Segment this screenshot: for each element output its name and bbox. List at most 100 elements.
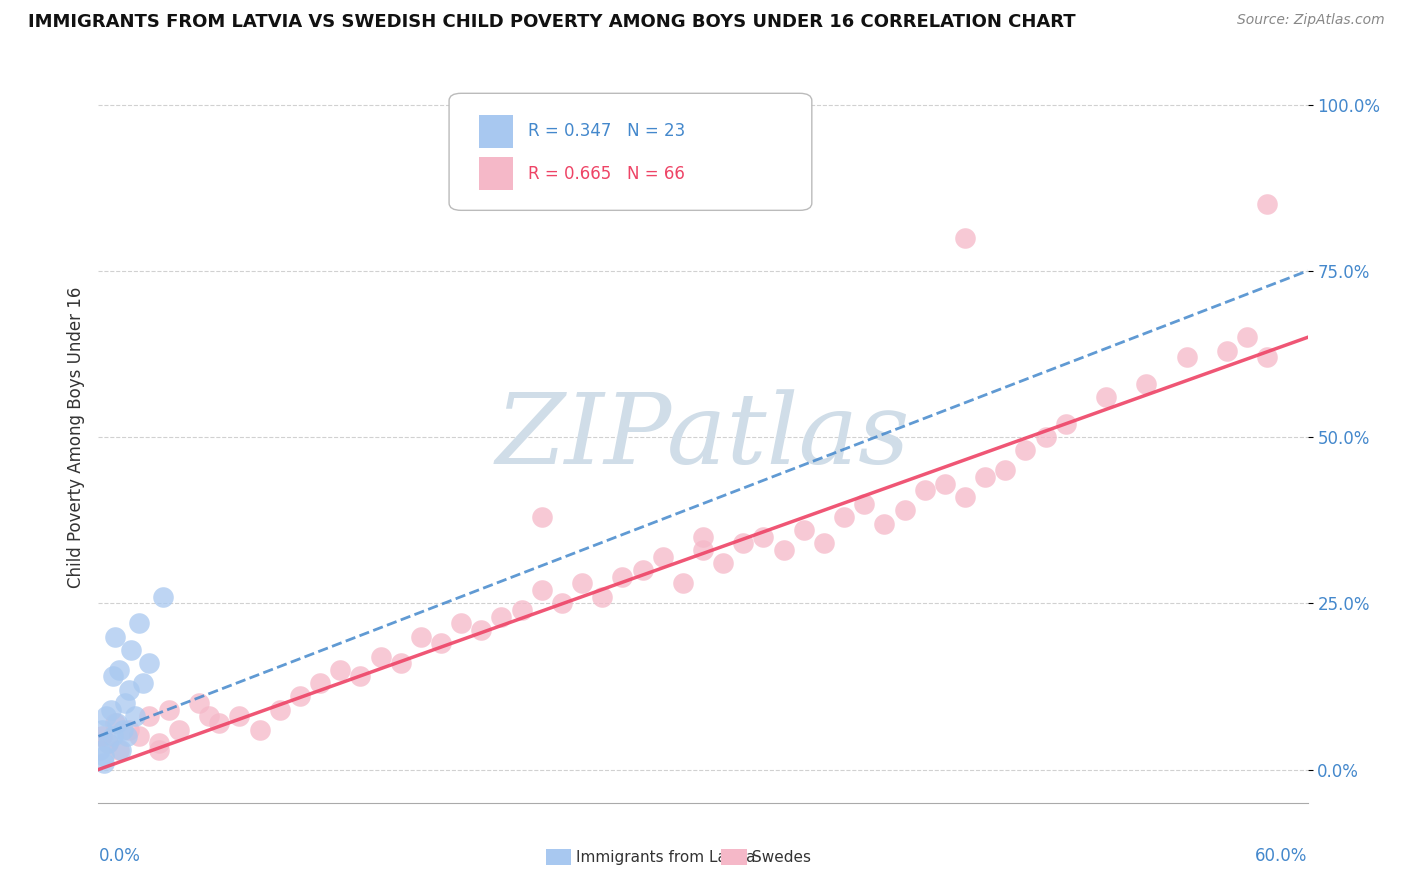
Point	[309, 676, 332, 690]
Point	[124, 709, 146, 723]
Point	[450, 616, 472, 631]
Text: IMMIGRANTS FROM LATVIA VS SWEDISH CHILD POVERTY AMONG BOYS UNDER 16 CORRELATION : IMMIGRANTS FROM LATVIA VS SWEDISH CHILD …	[28, 13, 1076, 31]
Point	[1014, 443, 1036, 458]
Point	[118, 723, 141, 737]
Point	[329, 663, 352, 677]
Point	[1256, 351, 1278, 365]
Point	[370, 649, 392, 664]
Point	[1216, 343, 1239, 358]
Point	[128, 729, 150, 743]
Point	[269, 703, 291, 717]
Text: Swedes: Swedes	[752, 850, 811, 864]
Point	[692, 530, 714, 544]
Point	[430, 636, 453, 650]
Point	[793, 523, 815, 537]
Point	[530, 509, 553, 524]
Point	[813, 536, 835, 550]
Text: 60.0%: 60.0%	[1256, 847, 1308, 864]
Point	[101, 729, 124, 743]
Point	[1256, 197, 1278, 211]
Point	[491, 609, 513, 624]
Point	[288, 690, 311, 704]
Point	[148, 742, 170, 756]
Point	[349, 669, 371, 683]
Point	[591, 590, 613, 604]
Point	[1236, 330, 1258, 344]
Point	[711, 557, 734, 571]
Point	[89, 742, 111, 756]
Point	[1035, 430, 1057, 444]
FancyBboxPatch shape	[479, 115, 513, 148]
Point	[953, 230, 976, 244]
Point	[208, 716, 231, 731]
Point	[249, 723, 271, 737]
Point	[188, 696, 211, 710]
Point	[914, 483, 936, 498]
Point	[115, 729, 138, 743]
Point	[167, 723, 190, 737]
Point	[772, 543, 794, 558]
Point	[733, 536, 755, 550]
Text: Immigrants from Latvia: Immigrants from Latvia	[576, 850, 756, 864]
Point	[93, 756, 115, 770]
Point	[631, 563, 654, 577]
Point	[91, 723, 114, 737]
Point	[100, 703, 122, 717]
Point	[138, 656, 160, 670]
Point	[93, 749, 115, 764]
Point	[1054, 417, 1077, 431]
Point	[510, 603, 533, 617]
Point	[692, 543, 714, 558]
Point	[120, 643, 142, 657]
Text: 0.0%: 0.0%	[98, 847, 141, 864]
Point	[198, 709, 221, 723]
Point	[974, 470, 997, 484]
Point	[228, 709, 250, 723]
Point	[103, 716, 125, 731]
Point	[389, 656, 412, 670]
Point	[1135, 376, 1157, 391]
Point	[893, 503, 915, 517]
Point	[612, 570, 634, 584]
Point	[853, 497, 876, 511]
Point	[128, 616, 150, 631]
Point	[132, 676, 155, 690]
Point	[832, 509, 855, 524]
Point	[91, 729, 114, 743]
Point	[672, 576, 695, 591]
Point	[470, 623, 492, 637]
Point	[571, 576, 593, 591]
FancyBboxPatch shape	[449, 94, 811, 211]
Point	[101, 669, 124, 683]
Point	[551, 596, 574, 610]
Point	[651, 549, 673, 564]
Text: R = 0.347   N = 23: R = 0.347 N = 23	[527, 122, 685, 140]
FancyBboxPatch shape	[479, 157, 513, 190]
Text: ZIPatlas: ZIPatlas	[496, 390, 910, 484]
Point	[752, 530, 775, 544]
Text: R = 0.665   N = 66: R = 0.665 N = 66	[527, 165, 685, 183]
Point	[138, 709, 160, 723]
Point	[157, 703, 180, 717]
Point	[105, 716, 128, 731]
Point	[873, 516, 896, 531]
Y-axis label: Child Poverty Among Boys Under 16: Child Poverty Among Boys Under 16	[66, 286, 84, 588]
Point	[953, 490, 976, 504]
Point	[118, 682, 141, 697]
Point	[111, 723, 134, 737]
Point	[1175, 351, 1198, 365]
Point	[1095, 390, 1118, 404]
Point	[934, 476, 956, 491]
Point	[97, 736, 120, 750]
Point	[96, 709, 118, 723]
Point	[114, 696, 136, 710]
Text: Source: ZipAtlas.com: Source: ZipAtlas.com	[1237, 13, 1385, 28]
Point	[530, 582, 553, 597]
Point	[148, 736, 170, 750]
Point	[107, 663, 129, 677]
Point	[110, 742, 132, 756]
Point	[97, 736, 120, 750]
Point	[152, 590, 174, 604]
Point	[103, 630, 125, 644]
Point	[107, 742, 129, 756]
